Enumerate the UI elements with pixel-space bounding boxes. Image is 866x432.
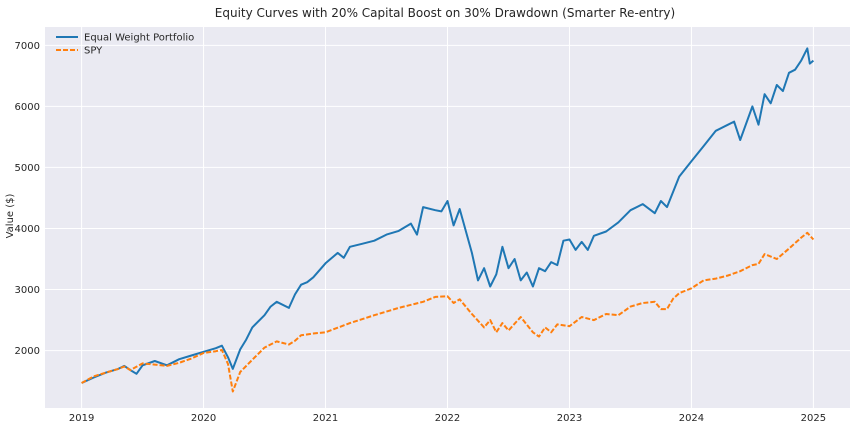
y-tick-label: 4000: [15, 224, 40, 235]
x-tick-label: 2024: [679, 413, 704, 424]
series-line-spy: [81, 231, 815, 393]
legend-entry-label: SPY: [84, 46, 103, 57]
x-tick-label: 2021: [313, 413, 338, 424]
x-tick-label: 2025: [801, 413, 826, 424]
y-axis-ticks: 2000 3000 4000 5000 6000 7000: [15, 41, 40, 357]
x-tick-label: 2019: [69, 413, 94, 424]
y-tick-label: 6000: [15, 102, 40, 113]
x-tick-label: 2023: [557, 413, 582, 424]
legend: Equal Weight Portfolio SPY: [56, 33, 194, 57]
series-lines: [81, 47, 815, 393]
y-tick-label: 7000: [15, 41, 40, 52]
y-axis-label: Value ($): [5, 194, 16, 239]
grid-lines: [45, 27, 850, 408]
x-axis-ticks: 2019 2020 2021 2022 2023 2024 2025: [69, 413, 826, 424]
legend-entry-label: Equal Weight Portfolio: [84, 33, 194, 44]
x-tick-label: 2022: [435, 413, 460, 424]
series-line-equal-weight-portfolio: [81, 47, 815, 384]
y-tick-label: 3000: [15, 285, 40, 296]
y-tick-label: 5000: [15, 163, 40, 174]
y-tick-label: 2000: [15, 346, 40, 357]
x-tick-label: 2020: [191, 413, 216, 424]
chart-title: Equity Curves with 20% Capital Boost on …: [215, 6, 675, 20]
